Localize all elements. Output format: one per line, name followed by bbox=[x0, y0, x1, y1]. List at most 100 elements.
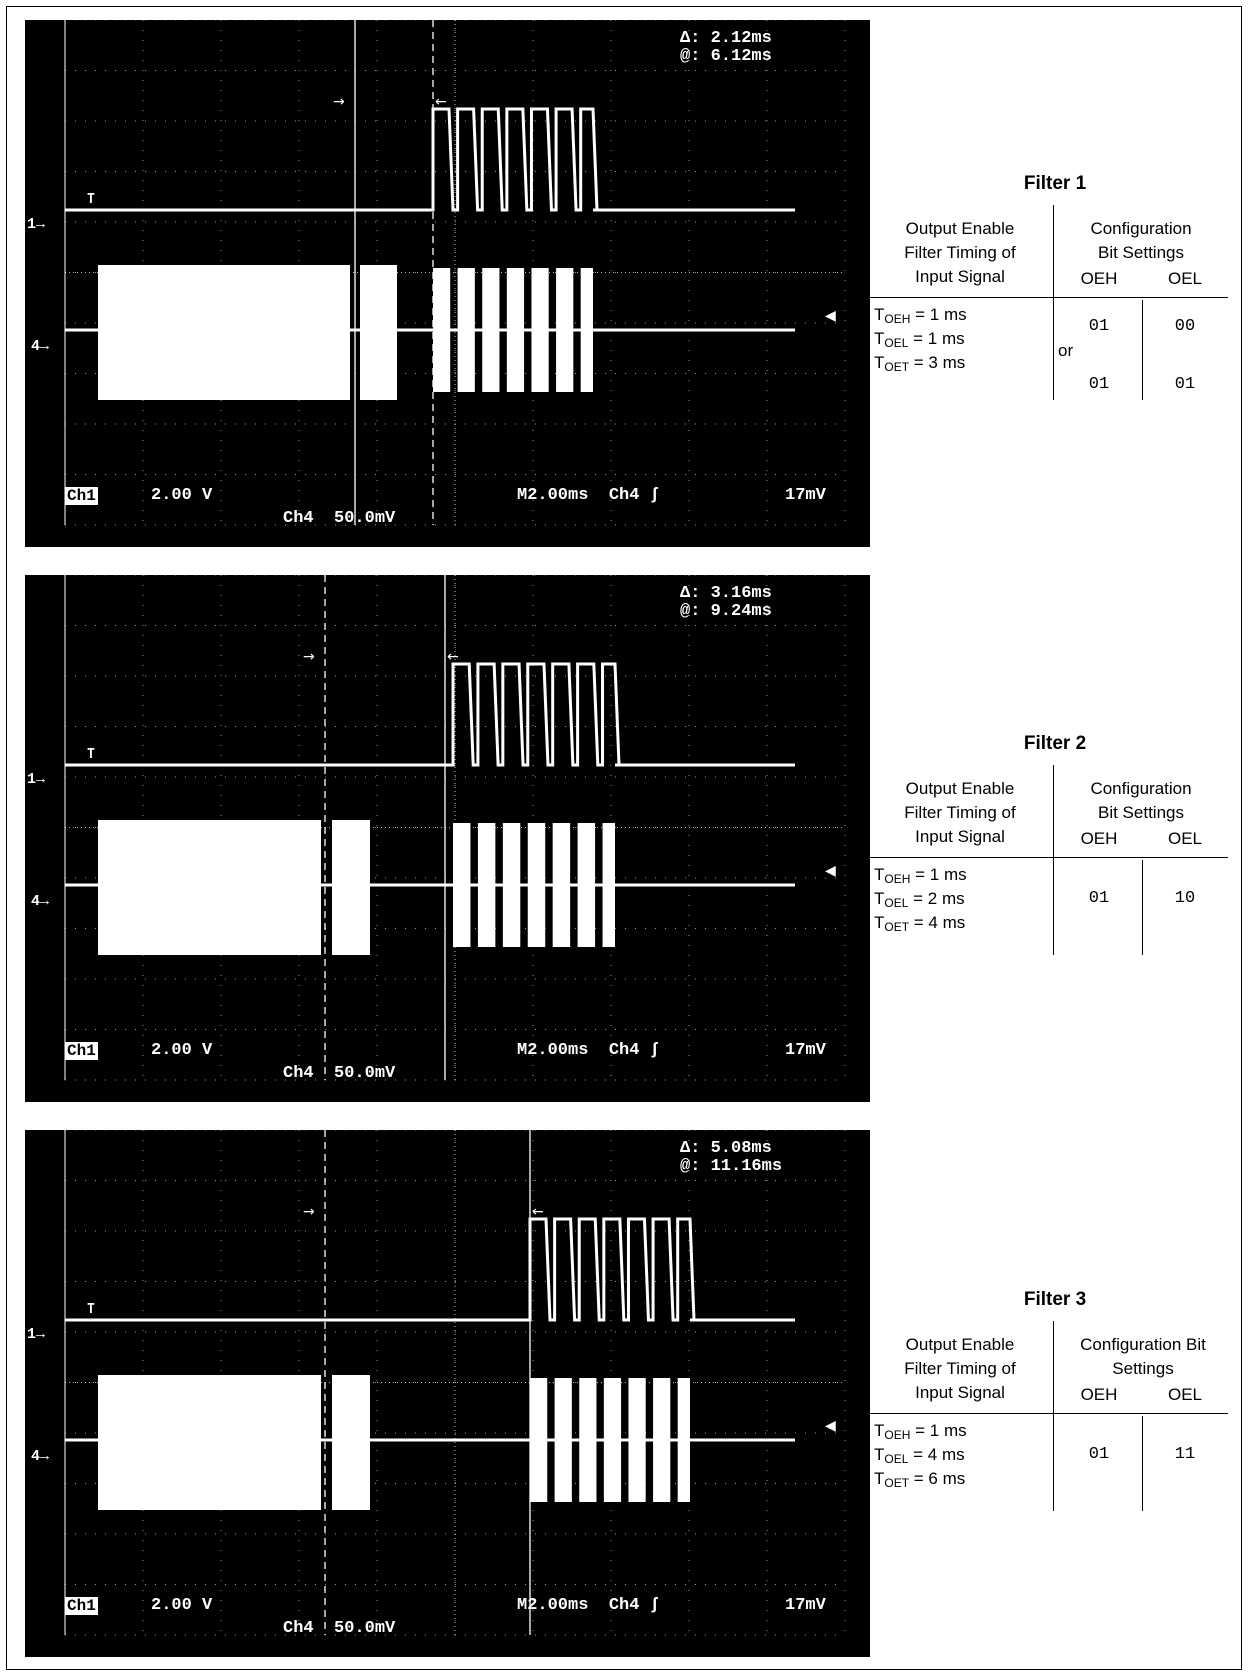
trigger-level: 17mV bbox=[785, 486, 826, 505]
col-header-timing: Output Enable Filter Timing of Input Sig… bbox=[870, 217, 1050, 289]
timing-row: TOEL = 2 ms bbox=[874, 889, 965, 910]
filter-2-table: Output Enable Filter Timing of Input Sig… bbox=[870, 765, 1230, 965]
oel-value: 01 bbox=[1174, 375, 1196, 394]
filter-3-table: Output Enable Filter Timing of Input Sig… bbox=[870, 1321, 1230, 1521]
ch4-pulse bbox=[552, 823, 571, 947]
ch4-pulse bbox=[506, 268, 525, 392]
ch4-pulse bbox=[579, 1378, 597, 1502]
ch4-burst bbox=[332, 820, 370, 955]
header-line: Filter Timing of bbox=[904, 243, 1016, 262]
timebase: M2.00ms Ch4 ʃ bbox=[517, 1041, 660, 1060]
divider bbox=[870, 1413, 1228, 1414]
divider bbox=[870, 857, 1228, 858]
ch1-label: Ch1 bbox=[65, 1042, 98, 1060]
trigger-level: 17mV bbox=[785, 1596, 826, 1615]
col-header-timing: Output Enable Filter Timing of Input Sig… bbox=[870, 777, 1050, 849]
ch4-pulse bbox=[502, 823, 521, 947]
oeh-value: 01 bbox=[1088, 317, 1110, 336]
ch4-pulse bbox=[433, 268, 451, 392]
header-line: Filter Timing of bbox=[904, 1359, 1016, 1378]
ch1-label: Ch1 bbox=[65, 487, 98, 505]
timing-row: TOET = 6 ms bbox=[874, 1469, 966, 1490]
delta-readout: Δ: 3.16ms bbox=[680, 584, 772, 603]
oeh-header: OEH bbox=[1080, 1385, 1118, 1404]
divider bbox=[1053, 1321, 1054, 1511]
ch4-pulse bbox=[653, 1378, 671, 1502]
ch4-burst bbox=[360, 265, 397, 400]
ch4-burst bbox=[98, 265, 350, 400]
timing-row: TOEH = 1 ms bbox=[874, 865, 967, 886]
trigger-level-arrow-icon: ◀ bbox=[825, 863, 836, 879]
delta-readout: Δ: 2.12ms bbox=[680, 29, 772, 48]
header-line: Input Signal bbox=[915, 827, 1005, 846]
or-text: or bbox=[1058, 341, 1074, 360]
timing-values: TOEH = 1 ms TOEL = 4 ms TOET = 6 ms bbox=[874, 1419, 1052, 1491]
at-readout: @: 6.12ms bbox=[680, 47, 772, 66]
ch4-burst bbox=[332, 1375, 370, 1510]
oscilloscope-capture-1: → ← T ◀ Δ: 2.12ms @: 6.12ms 1→ 4→ Ch1 2.00 … bbox=[25, 20, 870, 547]
cursor-arrow-left-icon: ← bbox=[532, 1204, 544, 1220]
divider bbox=[1142, 1416, 1143, 1511]
col-header-config: Configuration Bit Settings bbox=[1056, 1333, 1230, 1381]
timing-row: TOEH = 1 ms bbox=[874, 305, 967, 326]
ch4-pulse bbox=[530, 1378, 548, 1502]
col-header-config: Configuration Bit Settings bbox=[1056, 777, 1226, 825]
timing-row: TOEH = 1 ms bbox=[874, 1421, 967, 1442]
oeh-header: OEH bbox=[1080, 269, 1118, 288]
at-readout: @: 9.24ms bbox=[680, 602, 772, 621]
oel-value: 10 bbox=[1174, 889, 1196, 908]
timebase: M2.00ms Ch4 ʃ bbox=[517, 486, 660, 505]
ch1-label: Ch1 bbox=[65, 1597, 98, 1615]
timebase: M2.00ms Ch4 ʃ bbox=[517, 1596, 660, 1615]
ch4-marker: 4→ bbox=[31, 893, 50, 910]
oeh-value: 01 bbox=[1088, 1445, 1110, 1464]
header-line: Bit Settings bbox=[1098, 803, 1184, 822]
timing-values: TOEH = 1 ms TOEL = 1 ms TOET = 3 ms bbox=[874, 303, 1052, 375]
ch1-trace bbox=[65, 1217, 795, 1322]
oel-header: OEL bbox=[1167, 1385, 1203, 1404]
filter-2-title: Filter 2 bbox=[1023, 733, 1087, 754]
ch1-marker: 1→ bbox=[27, 216, 46, 233]
trigger-t-icon: T bbox=[87, 192, 95, 207]
trigger-level-arrow-icon: ◀ bbox=[825, 308, 836, 324]
ch4-burst bbox=[98, 820, 321, 955]
ch4-pulse bbox=[527, 823, 546, 947]
oeh-value: 01 bbox=[1088, 375, 1110, 394]
ch4-burst bbox=[98, 1375, 321, 1510]
header-line: Configuration Bit bbox=[1080, 1335, 1206, 1354]
oscilloscope-capture-2: → ← T ◀ Δ: 3.16ms @: 9.24ms 1→ 4→ Ch1 2.00 … bbox=[25, 575, 870, 1102]
divider bbox=[1053, 205, 1054, 400]
trigger-level: 17mV bbox=[785, 1041, 826, 1060]
timing-row: TOEL = 4 ms bbox=[874, 1445, 965, 1466]
at-readout: @: 11.16ms bbox=[680, 1157, 783, 1176]
cursor-arrow-right-icon: → bbox=[303, 649, 315, 665]
ch4-pulse bbox=[482, 268, 500, 392]
oscilloscope-capture-3: → ← T ◀ Δ: 5.08ms @: 11.16ms 1→ 4→ Ch1 2.00… bbox=[25, 1130, 870, 1657]
oeh-value: 01 bbox=[1088, 889, 1110, 908]
oel-value: 00 bbox=[1174, 317, 1196, 336]
col-header-timing: Output Enable Filter Timing of Input Sig… bbox=[870, 1333, 1050, 1405]
trigger-t-icon: T bbox=[87, 1302, 95, 1317]
timing-row: TOET = 3 ms bbox=[874, 353, 966, 374]
cursor-arrow-left-icon: ← bbox=[447, 649, 459, 665]
ch1-trace bbox=[65, 662, 795, 767]
ch4-pulse bbox=[556, 268, 574, 392]
ch1-volts: 2.00 V bbox=[151, 1596, 213, 1615]
header-line: Input Signal bbox=[915, 1383, 1005, 1402]
ch4-pulse bbox=[677, 1378, 690, 1502]
header-line: Input Signal bbox=[915, 267, 1005, 286]
filter-1-table: Output Enable Filter Timing of Input Sig… bbox=[870, 205, 1230, 405]
ch1-volts: 2.00 V bbox=[151, 1041, 213, 1060]
ch4-pulse bbox=[603, 1378, 622, 1502]
trigger-level-arrow-icon: ◀ bbox=[825, 1418, 836, 1434]
ch1-trace bbox=[65, 107, 795, 212]
trigger-t-icon: T bbox=[87, 747, 95, 762]
ch4-pulse bbox=[453, 823, 471, 947]
oel-header: OEL bbox=[1167, 829, 1203, 848]
ch4-volts: Ch4 50.0mV bbox=[283, 1619, 396, 1638]
ch4-pulse bbox=[457, 268, 475, 392]
filter-3-title: Filter 3 bbox=[1023, 1289, 1087, 1310]
ch4-pulse bbox=[531, 268, 549, 392]
cursor-arrow-right-icon: → bbox=[333, 94, 345, 110]
divider bbox=[870, 297, 1228, 298]
